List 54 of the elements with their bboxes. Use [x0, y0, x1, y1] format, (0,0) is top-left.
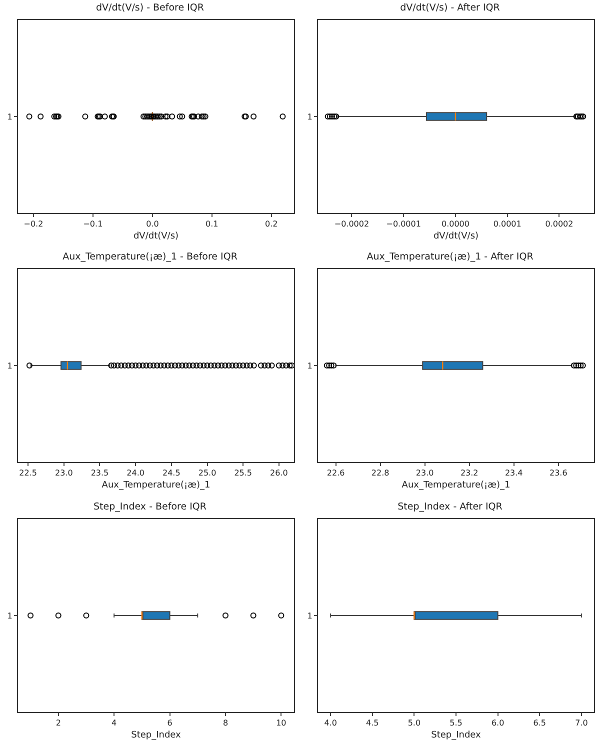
x-tick-label: 24.0 [126, 468, 144, 478]
x-tick-label: 25.5 [234, 468, 252, 478]
x-tick-label: 4 [112, 718, 117, 728]
x-axis-title: Step_Index [431, 730, 482, 740]
chart-title: dV/dt(V/s) - After IQR [400, 2, 500, 14]
x-tick-label: 6.0 [491, 718, 504, 728]
x-tick-label: 0.1 [206, 220, 218, 229]
x-tick-label: 24.5 [162, 468, 180, 478]
chart-title: Step_Index - Before IQR [94, 501, 207, 512]
y-tick-label: 1 [307, 361, 312, 370]
x-tick-label: 10 [276, 718, 286, 728]
x-tick-label: 2 [56, 718, 61, 728]
chart-title: dV/dt(V/s) - Before IQR [96, 2, 204, 14]
x-axis-title: Aux_Temperature(¡æ)_1 [102, 480, 210, 490]
x-tick-label: 22.6 [326, 468, 345, 478]
x-tick-label: 23.0 [54, 468, 73, 478]
x-tick-label: 0.0002 [545, 220, 574, 229]
x-tick-label: 5.0 [408, 718, 421, 728]
chart-title: Aux_Temperature(¡æ)_1 - After IQR [366, 251, 534, 262]
y-tick-label: 1 [307, 112, 312, 122]
x-tick-label: 22.8 [371, 468, 390, 478]
x-tick-label: 22.5 [19, 468, 37, 478]
x-tick-label: 23.5 [90, 468, 109, 478]
x-tick-label: 8 [222, 718, 228, 728]
x-tick-label: 23.0 [416, 468, 434, 478]
x-tick-label: 23.4 [504, 468, 523, 478]
x-axis-title: Step_Index [131, 730, 182, 740]
x-tick-label: 0.0000 [441, 220, 470, 229]
x-tick-label: 6 [167, 718, 172, 728]
x-tick-label: −0.0002 [334, 220, 370, 229]
x-tick-label: 0.2 [265, 220, 278, 229]
x-tick-label: 0.0 [146, 220, 159, 229]
x-tick-label: 6.5 [533, 718, 546, 728]
y-tick-label: 1 [7, 112, 12, 122]
x-tick-label: −0.2 [24, 220, 44, 229]
chart-title: Step_Index - After IQR [398, 501, 503, 512]
x-tick-label: 26.0 [270, 468, 288, 478]
y-tick-label: 1 [307, 611, 312, 620]
chart-title: Aux_Temperature(¡æ)_1 - Before IQR [62, 251, 238, 262]
y-tick-label: 1 [7, 361, 12, 370]
x-tick-label: 4.5 [366, 718, 379, 728]
x-tick-label: 25.0 [198, 468, 216, 478]
x-tick-label: 4.0 [324, 718, 337, 728]
x-axis-title: dV/dt(V/s) [133, 231, 179, 242]
x-tick-label: −0.1 [83, 220, 103, 229]
x-tick-label: 7.0 [575, 718, 588, 728]
x-tick-label: 23.2 [460, 468, 478, 478]
x-tick-label: 0.0001 [493, 220, 522, 229]
x-tick-label: 23.6 [549, 468, 568, 478]
y-tick-label: 1 [7, 611, 12, 620]
x-axis-title: dV/dt(V/s) [433, 231, 479, 242]
x-tick-label: −0.0001 [386, 220, 421, 229]
x-axis-title: Aux_Temperature(¡æ)_1 [402, 480, 510, 490]
x-tick-label: 5.5 [450, 718, 462, 728]
